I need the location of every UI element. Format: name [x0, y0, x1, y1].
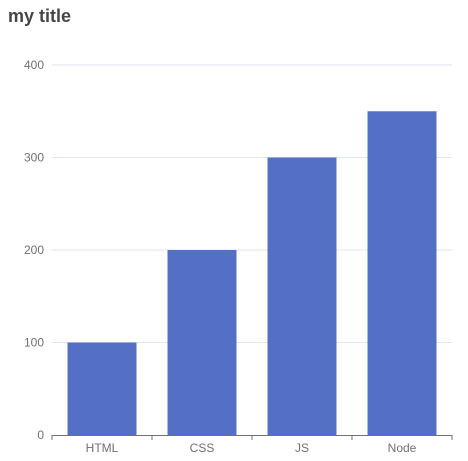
x-axis: [51, 435, 453, 440]
x-axis-labels: HTML CSS JS Node: [86, 441, 417, 455]
x-tick-label: Node: [388, 441, 417, 455]
y-tick-label: 100: [24, 336, 44, 350]
bar-css[interactable]: [167, 250, 237, 435]
chart-title: my title: [8, 6, 72, 26]
x-tick-label: HTML: [86, 441, 119, 455]
y-tick-label: 0: [37, 428, 44, 442]
bar-js[interactable]: [267, 157, 337, 436]
y-tick-label: 400: [24, 58, 44, 72]
bar-html[interactable]: [67, 342, 137, 436]
bars: [67, 111, 437, 436]
y-tick-label: 200: [24, 243, 44, 257]
x-tick-label: CSS: [190, 441, 215, 455]
x-tick-label: JS: [295, 441, 309, 455]
bar-node[interactable]: [367, 111, 437, 435]
y-tick-label: 300: [24, 151, 44, 165]
y-axis-labels: 0 100 200 300 400: [24, 58, 44, 442]
